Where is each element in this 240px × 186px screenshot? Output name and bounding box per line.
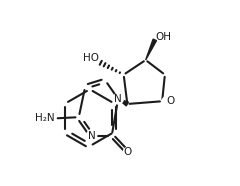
Text: O: O — [124, 147, 132, 157]
Text: N: N — [114, 94, 122, 104]
Text: O: O — [167, 96, 175, 106]
Text: OH: OH — [156, 32, 172, 42]
Text: H₂N: H₂N — [35, 113, 55, 123]
Circle shape — [86, 130, 97, 141]
Circle shape — [162, 97, 171, 106]
Polygon shape — [118, 99, 128, 106]
Circle shape — [113, 94, 123, 104]
Text: HO: HO — [83, 53, 99, 63]
Polygon shape — [146, 39, 156, 60]
Text: N: N — [88, 131, 96, 140]
Circle shape — [123, 147, 132, 157]
